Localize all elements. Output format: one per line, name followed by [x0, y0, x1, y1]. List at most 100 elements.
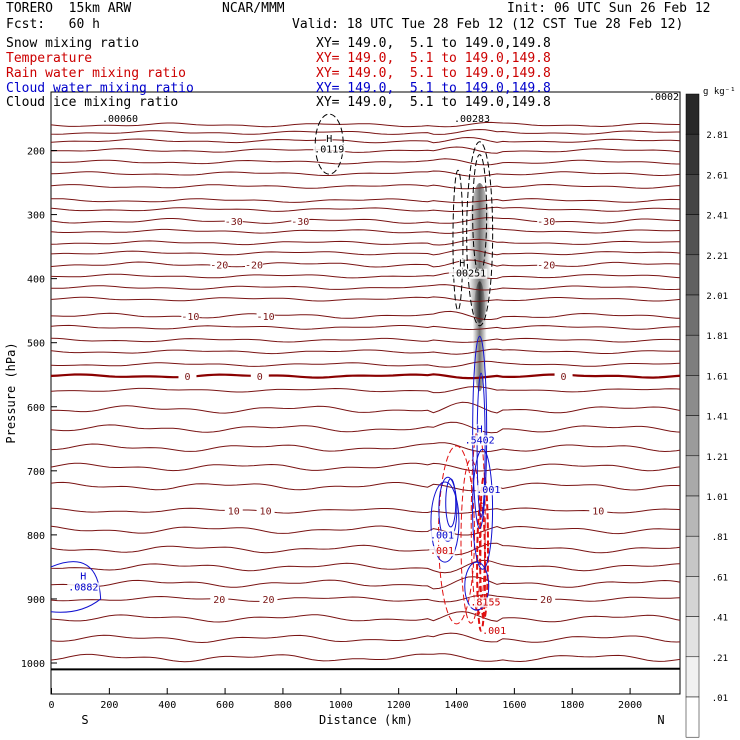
colorbar-swatch — [685, 174, 700, 215]
field-xy-rain: XY= 149.0, 5.1 to 149.0,149.8 — [316, 66, 551, 81]
colorbar-label: 1.21 — [706, 453, 728, 463]
colorbar-label: .21 — [712, 654, 728, 664]
isotherm-label: 20 — [540, 595, 552, 606]
isotherm-line — [51, 525, 680, 536]
isotherm-line — [51, 206, 680, 212]
isotherm-label: 20 — [213, 595, 225, 606]
colorbar-unit: g kg⁻¹ — [703, 87, 736, 97]
colorbar-label: .81 — [712, 533, 728, 543]
colorbar-label: .41 — [712, 614, 728, 624]
annotation-label: .001 — [482, 626, 506, 637]
cloud-water-contour — [472, 448, 494, 570]
y-tick-label: 400 — [27, 275, 45, 286]
colorbar-label: 2.61 — [706, 171, 728, 181]
annotation-label: .001 — [430, 531, 454, 542]
x-tick-label: 1200 — [387, 700, 411, 711]
isotherm-line — [51, 401, 680, 414]
annotation-bg — [67, 582, 100, 593]
cloud-water-contour — [472, 335, 488, 529]
isotherm-line — [51, 170, 680, 177]
plot-area — [50, 91, 681, 695]
isotherm-labeled-line — [51, 217, 680, 224]
x-tick-label: 1600 — [502, 700, 526, 711]
isotherm-label: 10 — [260, 507, 272, 518]
colorbar-swatch — [685, 415, 700, 457]
isotherm-labeled-line — [51, 373, 680, 380]
isotherm-label: 0 — [184, 372, 190, 383]
isotherm-label-bg — [245, 258, 264, 270]
colorbar-swatch — [685, 375, 700, 416]
isotherm-line — [51, 481, 680, 492]
model-label: TORERO 15km ARW — [6, 1, 132, 16]
colorbar: 2.81 2.61 2.41 2.21 2.01 1.81 1.61 1.41 1.21 1.01… — [685, 93, 728, 738]
isotherm-line — [51, 272, 680, 280]
cloud-water-contour — [445, 478, 457, 528]
isotherm-line — [51, 238, 680, 246]
field-xy-temperature: XY= 149.0, 5.1 to 149.0,149.8 — [316, 51, 551, 66]
colorbar-swatch — [685, 334, 700, 376]
y-tick-label: 900 — [27, 595, 45, 606]
annotation-label: H — [326, 134, 332, 145]
isotherm-label: 0 — [561, 372, 567, 383]
y-axis-title: Pressure (hPa) — [4, 342, 18, 443]
isotherm-label: -20 — [245, 261, 263, 272]
isotherm-label-bg — [537, 214, 556, 226]
annotation-label: .5402 — [465, 435, 495, 446]
field-name-temperature: Temperature — [6, 51, 93, 66]
isotherm-line — [51, 284, 680, 291]
colorbar-swatch — [685, 133, 700, 175]
isotherm-label-bg — [210, 258, 229, 270]
colorbar-label: 1.41 — [706, 413, 728, 423]
isotherm-label: -20 — [537, 261, 555, 272]
isotherm-line — [51, 248, 680, 256]
colorbar-swatch — [685, 254, 700, 296]
isotherm-line — [51, 183, 680, 190]
x-tick-label: 1000 — [329, 700, 353, 711]
x-tick-label: 600 — [216, 700, 234, 711]
isotherm-label: -10 — [257, 312, 275, 323]
field-name-rain: Rain water mixing ratio — [6, 66, 187, 81]
rain-contour — [438, 445, 476, 625]
annotation-label: .001 — [430, 546, 454, 557]
y-tick-label: 800 — [27, 531, 45, 542]
colorbar-label: 2.21 — [706, 252, 728, 262]
isotherm-line — [51, 653, 680, 663]
colorbar-swatch — [685, 656, 700, 698]
colorbar-swatch — [685, 455, 700, 497]
field-xy-cloud-water: XY= 149.0, 5.1 to 149.0,149.8 — [316, 81, 551, 96]
colorbar-label: 2.81 — [706, 131, 728, 141]
annotation-bg — [475, 485, 502, 496]
colorbar-label: 1.81 — [706, 332, 728, 342]
colorbar-label: .01 — [712, 694, 728, 704]
colorbar-swatch — [685, 616, 700, 658]
x-tick-label: 0 — [48, 700, 54, 711]
isotherm-label-bg — [589, 504, 608, 516]
isotherm-label: 0 — [257, 372, 263, 383]
top-label: .00060 — [102, 114, 138, 125]
isotherm-line — [51, 121, 680, 128]
isotherm-labeled-line — [51, 594, 680, 603]
x-tick-label: 200 — [100, 700, 118, 711]
snow-contour — [314, 113, 344, 175]
surface-line — [51, 667, 680, 671]
snow-contour — [466, 141, 494, 327]
x-end-label-left: S — [81, 713, 88, 727]
annotation-bg — [429, 546, 455, 557]
isotherm-line — [51, 442, 680, 453]
init-label: Init: 06 UTC Sun 26 Feb 12 — [507, 1, 711, 16]
field-name-snow: Snow mixing ratio — [6, 36, 140, 51]
isotherm-label: -10 — [181, 312, 199, 323]
isotherm-line — [51, 542, 680, 556]
isotherm-label: 10 — [592, 507, 604, 518]
x-axis-title: Distance (km) — [319, 713, 413, 727]
isotherm-line — [51, 136, 680, 144]
isotherm-labeled-line — [51, 507, 680, 514]
isotherm-line — [51, 227, 680, 234]
x-tick-label: 1800 — [560, 700, 584, 711]
isotherm-label-bg — [178, 370, 197, 382]
colorbar-label: 2.41 — [706, 212, 728, 222]
annotation-bg — [481, 626, 507, 637]
annotation-bg — [313, 144, 346, 155]
rain-contour — [479, 475, 490, 620]
